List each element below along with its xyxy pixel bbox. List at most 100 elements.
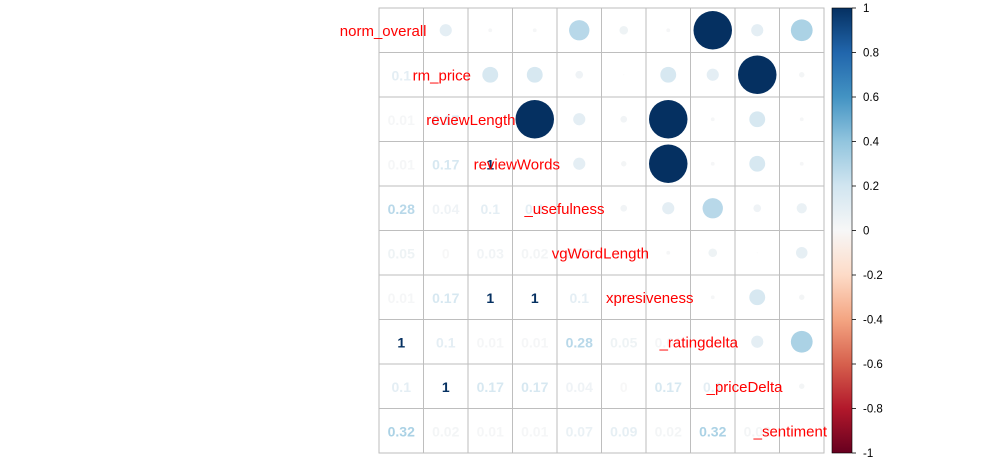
corr-number: 0.1 — [481, 201, 501, 217]
grid-cell — [556, 408, 602, 454]
variable-label: vgWordLength — [552, 245, 649, 262]
grid-cell — [467, 274, 513, 320]
corr-circle — [749, 289, 766, 306]
grid-cell — [378, 96, 424, 142]
grid-cell — [423, 319, 469, 365]
colorbar-tick-label: 0 — [863, 226, 869, 238]
corr-number: 0.01 — [477, 423, 504, 439]
diagonal-labels: norm_overall rm_price reviewLength reviewWo… — [340, 23, 828, 441]
corr-circle — [710, 161, 715, 166]
corr-number: 1 — [397, 334, 405, 350]
grid-cell — [423, 230, 469, 276]
grid-cell — [378, 274, 424, 320]
corr-circle — [660, 66, 677, 83]
corr-number: 0.1 — [436, 334, 456, 350]
corr-number: 0.1 — [392, 67, 412, 83]
grid-cell — [512, 319, 558, 365]
variable-label: reviewLength — [426, 112, 515, 129]
corr-circle — [662, 202, 675, 215]
grid-cell — [423, 52, 469, 98]
corr-number: 0.01 — [521, 334, 548, 350]
corr-number: 1 — [442, 379, 450, 395]
grid-cell — [556, 230, 602, 276]
corr-circle — [482, 66, 499, 83]
grid-cell — [734, 363, 780, 409]
grid-cell — [512, 274, 558, 320]
corr-circle — [575, 70, 584, 79]
grid-cell — [467, 96, 513, 142]
corr-number: 0.1 — [703, 379, 723, 395]
grid-cell — [467, 408, 513, 454]
corr-circle — [795, 246, 808, 259]
corr-number: 1 — [486, 156, 494, 172]
corr-number: 0.01 — [521, 423, 548, 439]
corr-number: 1 — [531, 290, 539, 306]
corr-number: 0.28 — [566, 334, 593, 350]
corr-circle — [573, 157, 586, 170]
corr-number: 0.01 — [610, 290, 637, 306]
grid-cell — [601, 274, 647, 320]
colorbar-tick-label: 0.2 — [863, 181, 879, 193]
corr-number: 0.28 — [388, 201, 415, 217]
grid-cell — [779, 408, 825, 454]
corr-circle — [666, 250, 671, 255]
colorbar-tick-label: 0.8 — [863, 48, 879, 60]
corr-circle — [666, 28, 671, 33]
corr-circle — [620, 115, 628, 123]
variable-label: reviewWords — [474, 156, 560, 173]
colorbar-tick-label: 0.4 — [863, 137, 880, 149]
corr-circle — [439, 24, 452, 37]
corr-circle — [799, 161, 804, 166]
corr-number: 0.17 — [521, 379, 548, 395]
grid-cell — [423, 96, 469, 142]
grid-cell — [467, 185, 513, 231]
corr-circle — [799, 72, 805, 78]
cell-grid: 0.1 0.01 0.17 0.01 0.17 1 0.28 0.04 0.1 0.1 0.05 0 0… — [378, 7, 825, 454]
corr-circle — [569, 20, 590, 41]
corr-number: 0.32 — [388, 423, 415, 439]
corr-circle — [799, 383, 805, 389]
grid-cell — [601, 363, 647, 409]
corr-circle — [573, 113, 586, 126]
corr-circle — [526, 66, 543, 83]
grid-cell — [556, 274, 602, 320]
corr-number: 0.17 — [432, 290, 459, 306]
corr-number: 0.04 — [566, 379, 593, 395]
corr-number: 0.1 — [525, 201, 545, 217]
grid-cell — [645, 274, 691, 320]
grid-cell — [645, 363, 691, 409]
corr-circle — [702, 198, 723, 219]
corr-number: 0.05 — [610, 334, 637, 350]
colorbar-tick-label: 0.6 — [863, 92, 879, 104]
corr-circle — [708, 248, 718, 258]
corr-circle — [756, 252, 758, 254]
corr-number: 0 — [620, 379, 628, 395]
corr-circle — [623, 74, 625, 76]
corr-number: 0.03 — [566, 245, 593, 261]
grid-cell — [690, 363, 736, 409]
corr-number: 0.07 — [566, 423, 593, 439]
grid-cell — [378, 230, 424, 276]
variable-label: rm_price — [413, 67, 471, 84]
corr-circle — [515, 100, 554, 139]
grid-cell — [378, 185, 424, 231]
grid-cell — [467, 363, 513, 409]
corr-circle — [710, 295, 715, 300]
variable-label: _ratingdelta — [659, 334, 739, 351]
grid-cell — [645, 408, 691, 454]
corr-number: 0.32 — [699, 423, 726, 439]
corr-circle — [693, 11, 732, 50]
corr-circle — [790, 19, 813, 42]
corr-circle — [532, 28, 537, 33]
corr-circle — [649, 144, 688, 183]
corr-number: 0.01 — [655, 334, 682, 350]
corr-circle — [799, 294, 805, 300]
corr-number: 0.17 — [477, 379, 504, 395]
corr-circle — [710, 117, 715, 122]
corr-circle — [738, 55, 777, 94]
corr-number: 0.02 — [521, 245, 548, 261]
corr-number: 0.02 — [655, 423, 682, 439]
corr-number: 0.04 — [432, 201, 459, 217]
grid-cell — [378, 7, 424, 53]
